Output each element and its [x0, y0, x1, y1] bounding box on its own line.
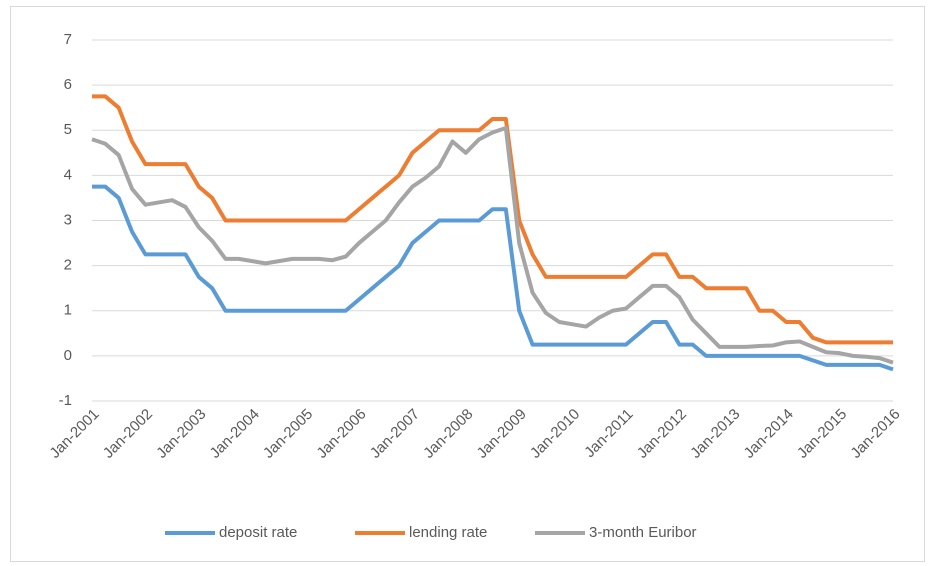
chart-border: [10, 6, 925, 562]
y-tick-label: 2: [64, 257, 72, 274]
legend-label: deposit rate: [219, 524, 297, 541]
y-tick-label: 1: [64, 302, 72, 319]
y-tick-label: 4: [64, 166, 72, 183]
y-tick-label: 5: [64, 121, 72, 138]
y-tick-label: 7: [64, 31, 72, 48]
y-tick-label: -1: [59, 392, 72, 409]
y-tick-label: 3: [64, 211, 72, 228]
legend-label: 3-month Euribor: [589, 524, 697, 541]
series-line: [92, 184, 894, 372]
series-line: [92, 94, 893, 345]
legend-label: lending rate: [409, 524, 487, 541]
series-line: [91, 125, 894, 365]
y-tick-label: 0: [64, 347, 72, 364]
y-tick-label: 6: [64, 76, 72, 93]
